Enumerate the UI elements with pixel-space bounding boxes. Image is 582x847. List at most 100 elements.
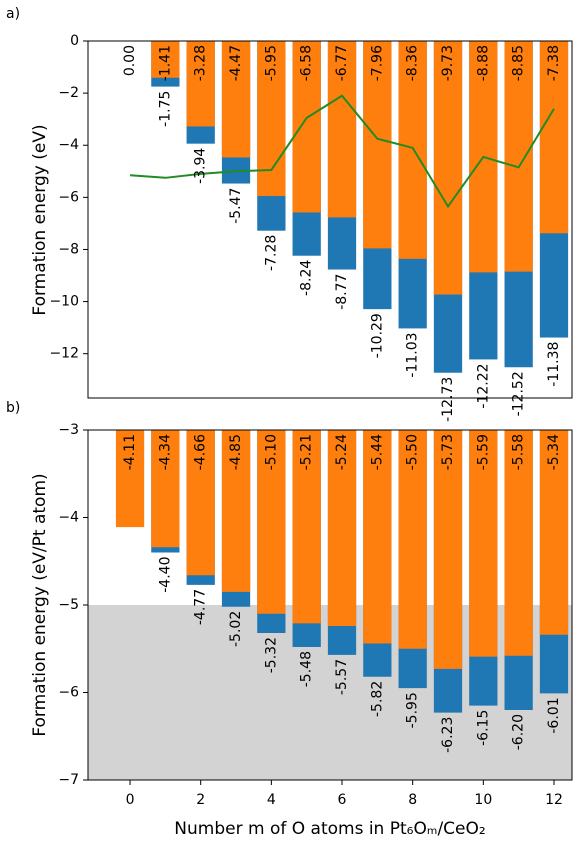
value-label: -6.58 xyxy=(299,45,315,81)
value-label: -4.11 xyxy=(122,434,138,470)
value-label: -5.48 xyxy=(299,651,315,687)
y-tick-label: −8 xyxy=(58,241,79,257)
value-label: -5.95 xyxy=(263,45,279,81)
y-tick-label: −5 xyxy=(58,597,79,613)
value-label: -12.73 xyxy=(440,377,456,422)
bar xyxy=(115,430,145,528)
value-label: -5.57 xyxy=(334,659,350,695)
bar xyxy=(327,41,357,218)
value-label: -4.77 xyxy=(193,589,209,625)
value-label: -6.01 xyxy=(546,697,562,733)
value-label: -5.32 xyxy=(263,637,279,673)
value-label: -8.24 xyxy=(299,260,315,296)
bar xyxy=(257,430,286,614)
value-label: -6.77 xyxy=(334,45,350,81)
bar xyxy=(327,430,357,626)
value-label: -5.59 xyxy=(475,434,491,470)
value-label: -7.96 xyxy=(369,45,385,81)
bar xyxy=(504,430,533,656)
value-label: -11.03 xyxy=(405,332,421,377)
line xyxy=(129,94,555,209)
value-label: -5.58 xyxy=(511,434,527,470)
y-axis-label: Formation energy (eV) xyxy=(30,124,50,315)
value-label: -5.82 xyxy=(369,681,385,717)
bar xyxy=(221,430,251,592)
x-tick-label: 10 xyxy=(474,792,492,808)
bar xyxy=(363,430,392,644)
x-tick-label: 8 xyxy=(408,792,417,808)
y-axis-label: Formation energy (eV/Pt atom) xyxy=(30,473,50,736)
bar xyxy=(469,430,498,657)
bar xyxy=(292,41,321,213)
bar xyxy=(398,430,427,649)
value-label: -11.38 xyxy=(546,342,562,387)
bar xyxy=(151,41,180,78)
value-label: -10.29 xyxy=(369,313,385,358)
y-tick-label: −3 xyxy=(58,422,79,438)
y-tick-label: 0 xyxy=(70,33,79,49)
y-tick-label: −6 xyxy=(58,685,79,701)
y-tick-label: −6 xyxy=(58,189,79,205)
y-tick-label: −4 xyxy=(58,137,79,153)
y-tick-label: −2 xyxy=(58,85,79,101)
value-label: -6.20 xyxy=(511,714,527,750)
plot-frame xyxy=(87,40,573,399)
x-tick-label: 12 xyxy=(545,792,563,808)
value-label: -8.88 xyxy=(475,45,491,81)
value-label: -3.28 xyxy=(193,45,209,81)
bar xyxy=(433,430,463,669)
panel-label: b) xyxy=(6,400,20,416)
bar xyxy=(539,430,569,635)
panel-label: a) xyxy=(6,6,20,22)
value-label: -12.52 xyxy=(511,371,527,416)
bar xyxy=(151,430,180,548)
value-label: -6.23 xyxy=(440,717,456,753)
value-label: -5.34 xyxy=(546,434,562,470)
value-label: -4.47 xyxy=(228,45,244,81)
value-label: -4.34 xyxy=(157,434,173,470)
bar xyxy=(539,41,569,234)
value-label: -5.21 xyxy=(299,434,315,470)
bar xyxy=(186,41,215,127)
value-label: -5.50 xyxy=(405,434,421,470)
value-label: -5.44 xyxy=(369,434,385,470)
bar xyxy=(186,430,215,576)
bar xyxy=(433,41,463,295)
value-label: -8.85 xyxy=(511,45,527,81)
value-label: -5.24 xyxy=(334,434,350,470)
bar xyxy=(363,41,392,249)
value-label: 0.00 xyxy=(122,45,138,76)
y-tick-label: −4 xyxy=(58,510,79,526)
value-label: -5.10 xyxy=(263,434,279,470)
value-label: -4.66 xyxy=(193,434,209,470)
value-label: -3.94 xyxy=(193,148,209,184)
y-tick-label: −7 xyxy=(58,772,79,788)
value-label: -5.95 xyxy=(405,692,421,728)
value-label: -5.73 xyxy=(440,434,456,470)
value-label: -1.75 xyxy=(157,91,173,127)
bar xyxy=(504,41,533,272)
y-tick-label: −10 xyxy=(49,294,79,310)
x-axis-label: Number m of O atoms in Pt₆Oₘ/CeO₂ xyxy=(174,819,485,839)
value-label: -5.02 xyxy=(228,611,244,647)
value-label: -5.47 xyxy=(228,188,244,224)
x-tick-label: 4 xyxy=(267,792,276,808)
value-label: -12.22 xyxy=(475,363,491,408)
x-tick-label: 6 xyxy=(338,792,347,808)
y-tick-label: −12 xyxy=(49,346,79,362)
value-label: -4.85 xyxy=(228,434,244,470)
bar xyxy=(221,41,251,158)
value-label: -9.73 xyxy=(440,45,456,81)
value-label: -8.36 xyxy=(405,45,421,81)
value-label: -4.40 xyxy=(157,557,173,593)
bar xyxy=(398,41,427,259)
bar xyxy=(292,430,321,624)
value-label: -8.77 xyxy=(334,274,350,310)
value-label: -1.41 xyxy=(157,45,173,81)
x-tick-label: 2 xyxy=(196,792,205,808)
x-tick-label: 0 xyxy=(126,792,135,808)
value-label: -7.28 xyxy=(263,235,279,271)
value-label: -7.38 xyxy=(546,45,562,81)
value-label: -6.15 xyxy=(475,710,491,746)
